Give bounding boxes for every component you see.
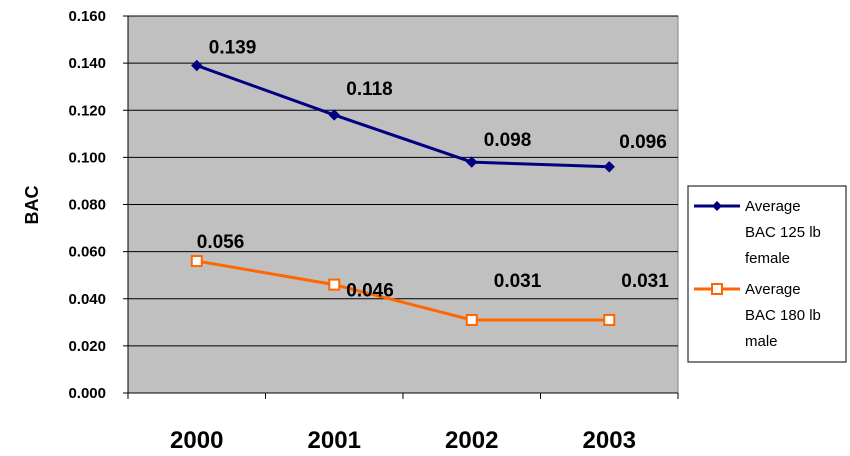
data-labels: 0.139 0.118 0.098 0.096 0.056 0.046 0.031 0.031 xyxy=(197,37,669,301)
data-label: 0.031 xyxy=(494,271,542,292)
data-point xyxy=(603,313,616,326)
legend-label: Average xyxy=(745,198,801,215)
data-label: 0.031 xyxy=(621,271,669,292)
series-line-0 xyxy=(196,64,610,169)
legend-label: Average xyxy=(745,281,801,298)
y-tick-label: 0.160 xyxy=(68,8,106,25)
y-tick-label: 0.100 xyxy=(68,149,106,166)
y-tick-label: 0.000 xyxy=(68,385,106,402)
data-point xyxy=(328,109,340,121)
y-axis-label: BAC xyxy=(22,186,42,225)
series-line-1 xyxy=(196,259,610,322)
x-tick-label: 2000 xyxy=(170,427,223,454)
legend: Average BAC 125 lb female Average BAC 180 lb… xyxy=(687,185,847,363)
data-point xyxy=(465,313,478,326)
y-tick-label: 0.120 xyxy=(68,102,106,119)
data-label: 0.056 xyxy=(197,232,245,253)
y-tick-label: 0.140 xyxy=(68,55,106,72)
legend-marker xyxy=(712,201,722,211)
y-tick-label: 0.040 xyxy=(68,291,106,308)
legend-label: female xyxy=(745,250,790,267)
x-tick-label: 2001 xyxy=(308,427,361,454)
y-tick-label: 0.020 xyxy=(68,338,106,355)
legend-box xyxy=(687,185,847,363)
y-tick-label: 0.060 xyxy=(68,244,106,261)
data-label: 0.118 xyxy=(346,79,393,100)
legend-label: male xyxy=(745,333,778,350)
x-tick-label: 2002 xyxy=(445,427,498,454)
x-ticks: 2000 2001 2002 2003 xyxy=(127,393,679,454)
data-label: 0.096 xyxy=(619,132,667,153)
x-tick-label: 2003 xyxy=(583,427,636,454)
gridlines xyxy=(128,15,678,347)
data-label: 0.098 xyxy=(484,130,532,151)
data-point xyxy=(603,161,615,173)
legend-label: BAC 125 lb xyxy=(745,224,821,241)
data-point xyxy=(191,59,203,72)
y-ticks: 0.000 0.020 0.040 0.060 0.080 0.100 0.120 0.140… xyxy=(68,8,128,402)
data-label: 0.046 xyxy=(346,281,394,302)
legend-marker xyxy=(711,283,723,295)
legend-label: BAC 180 lb xyxy=(745,307,821,324)
series xyxy=(190,59,616,326)
data-point xyxy=(190,255,203,268)
y-tick-label: 0.080 xyxy=(68,197,106,214)
data-point xyxy=(466,156,478,168)
data-label: 0.139 xyxy=(209,37,257,58)
data-point xyxy=(328,278,341,291)
